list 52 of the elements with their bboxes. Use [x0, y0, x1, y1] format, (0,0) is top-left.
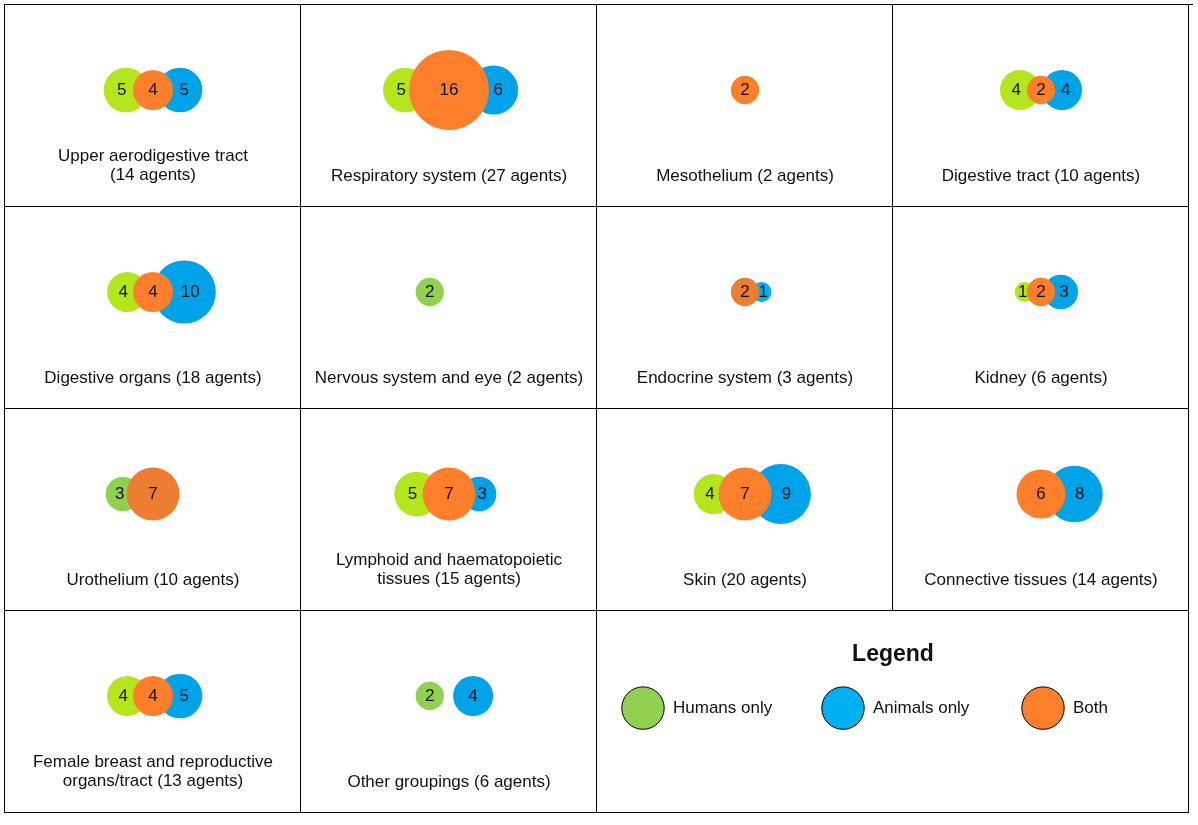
- data-label: 7: [148, 484, 158, 503]
- text: Digestive tract (10 agents): [941, 166, 1141, 185]
- data-label: 5: [396, 80, 406, 99]
- data-label: 6: [1036, 484, 1046, 503]
- text: Endocrine system (3 agents): [636, 368, 854, 387]
- data-label: 2: [1036, 282, 1046, 301]
- text: Digestive organs (18 agents): [44, 368, 262, 387]
- text: Kidney (6 agents): [974, 368, 1108, 387]
- data-label: 5: [117, 80, 127, 99]
- text: Skin (20 agents): [683, 570, 807, 589]
- text: Upper aerodigestive tract (14 agents): [58, 146, 249, 184]
- data-label: 4: [118, 282, 129, 301]
- text: Other groupings (6 agents): [347, 772, 551, 791]
- data-label: 3: [1059, 282, 1069, 301]
- data-label: 4: [1011, 80, 1021, 99]
- text: Urothelium (10 agents): [66, 570, 240, 589]
- data-label: 5: [179, 80, 189, 99]
- data-label: 2: [425, 686, 435, 705]
- data-label: 4: [118, 686, 129, 705]
- data-label: 1: [1017, 282, 1028, 301]
- data-label: 6: [493, 80, 503, 99]
- text: Nervous system and eye (2 agents): [314, 368, 584, 387]
- category-label: Animals only: [873, 698, 970, 718]
- data-label: 4: [468, 686, 478, 705]
- text: Mesothelium (2 agents): [656, 166, 834, 185]
- data-label: 9: [781, 484, 792, 503]
- data-label: 3: [477, 484, 488, 503]
- data-label: 2: [740, 282, 750, 301]
- data-label: 5: [179, 686, 189, 705]
- text: Lymphoid and haematopoietic tissues (15 agents): [335, 550, 563, 588]
- data-label: 5: [407, 484, 418, 503]
- text: Female breast and reproductive organs/tract (13 agents): [32, 752, 274, 790]
- text: Connective tissues (14 agents): [924, 570, 1158, 589]
- data-label: 16: [439, 80, 459, 99]
- data-label: 4: [1061, 80, 1071, 99]
- data-label: 2: [425, 282, 435, 301]
- data-label: 4: [148, 686, 158, 705]
- category-label: Humans only: [673, 698, 773, 718]
- data-label: 7: [740, 484, 750, 503]
- data-label: 1: [758, 282, 769, 301]
- data-label: 4: [148, 282, 158, 301]
- data-label: 7: [444, 484, 454, 503]
- text: Respiratory system (27 agents): [330, 166, 568, 185]
- data-label: 4: [148, 80, 158, 99]
- text: Legend: [852, 640, 934, 666]
- data-label: 2: [740, 80, 750, 99]
- data-label: 8: [1075, 484, 1085, 503]
- data-label: 2: [1036, 80, 1046, 99]
- data-label: 10: [180, 282, 200, 301]
- data-label: 3: [114, 484, 125, 503]
- category-label: Both: [1073, 698, 1108, 718]
- data-label: 4: [705, 484, 715, 503]
